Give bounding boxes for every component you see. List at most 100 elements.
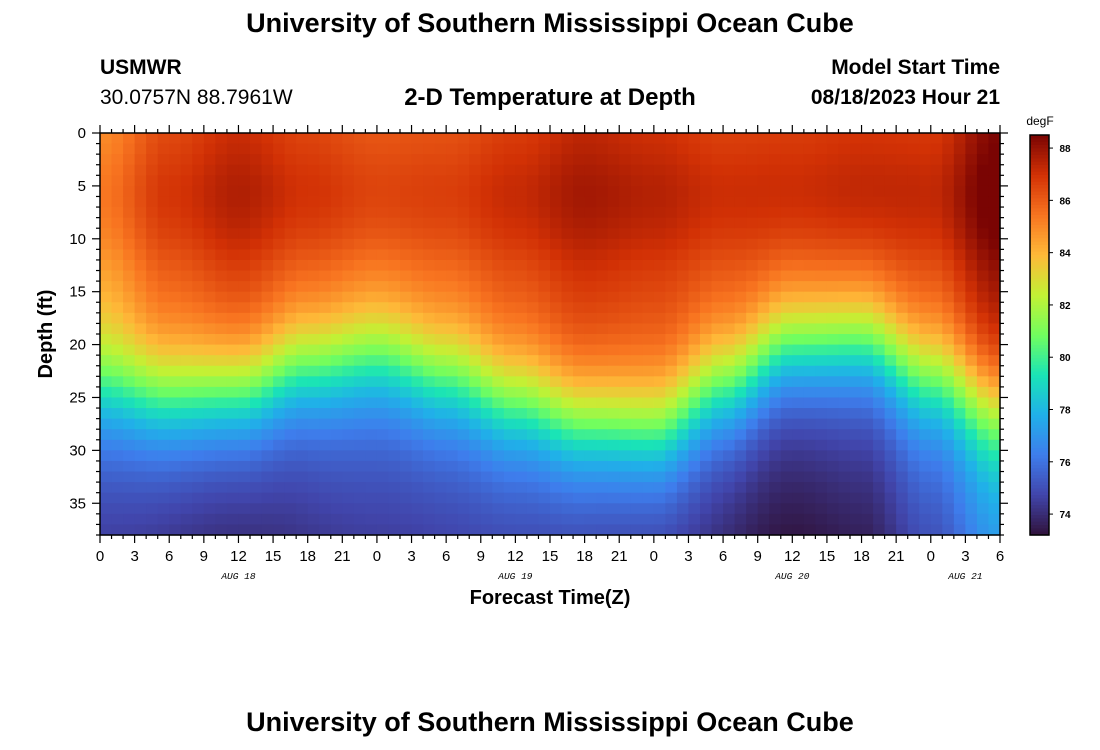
heatmap-cell xyxy=(215,429,228,441)
heatmap-cell xyxy=(376,312,390,325)
heatmap-cell xyxy=(711,249,724,261)
heatmap-cell xyxy=(769,344,782,356)
heatmap-cell xyxy=(400,471,413,483)
heatmap-cell xyxy=(838,513,851,526)
heatmap-cell xyxy=(192,291,205,303)
heatmap-cell xyxy=(919,323,932,335)
heatmap-cell xyxy=(515,386,528,399)
heatmap-cell xyxy=(342,492,355,504)
heatmap-cell xyxy=(538,397,551,409)
heatmap-cell xyxy=(284,503,297,515)
heatmap-cell xyxy=(700,376,713,388)
heatmap-cell xyxy=(100,143,113,155)
heatmap-cell xyxy=(884,143,897,155)
heatmap-cell xyxy=(803,228,816,240)
heatmap-cell xyxy=(734,482,747,494)
heatmap-cell xyxy=(353,376,366,388)
heatmap-cell xyxy=(953,196,966,208)
date-label: AUG 21 xyxy=(947,571,982,582)
heatmap-cell xyxy=(180,334,193,346)
heatmap-cell xyxy=(861,344,874,356)
heatmap-cell xyxy=(873,143,886,155)
heatmap-cell xyxy=(342,281,355,293)
heatmap-cell xyxy=(907,386,920,399)
heatmap-cell xyxy=(884,207,897,219)
heatmap-cell xyxy=(123,408,136,420)
heatmap-cell xyxy=(965,323,978,335)
heatmap-cell xyxy=(723,154,736,166)
heatmap-cell xyxy=(250,228,263,240)
heatmap-cell xyxy=(319,344,332,356)
heatmap-cell xyxy=(215,228,228,240)
heatmap-cell xyxy=(157,228,170,240)
heatmap-cell xyxy=(930,238,943,250)
heatmap-cell xyxy=(688,154,701,166)
heatmap-cell xyxy=(469,196,482,208)
heatmap-cell xyxy=(400,196,413,208)
heatmap-cell xyxy=(861,154,874,166)
heatmap-cell xyxy=(284,207,297,219)
heatmap-cell xyxy=(423,355,436,367)
heatmap-cell xyxy=(953,249,966,261)
heatmap-cell xyxy=(388,302,401,314)
heatmap-cell xyxy=(561,365,574,377)
heatmap-cell xyxy=(192,429,205,441)
heatmap-cell xyxy=(676,408,690,420)
heatmap-cell xyxy=(492,228,505,240)
colorbar-segment xyxy=(1030,281,1049,286)
heatmap-cell xyxy=(503,524,516,536)
heatmap-cell xyxy=(180,175,193,187)
heatmap-cell xyxy=(376,355,390,367)
heatmap-cell xyxy=(538,355,551,367)
heatmap-cell xyxy=(434,524,447,536)
heatmap-cell xyxy=(584,175,597,187)
heatmap-cell xyxy=(457,175,470,187)
heatmap-cell xyxy=(907,513,920,526)
heatmap-cell xyxy=(723,492,736,504)
heatmap-cell xyxy=(607,249,620,261)
x-tick-label: 6 xyxy=(165,548,173,565)
heatmap-cell xyxy=(803,408,816,420)
heatmap-cell xyxy=(676,524,690,536)
heatmap-cell xyxy=(480,429,493,441)
heatmap-cell xyxy=(123,175,136,187)
heatmap-cell xyxy=(123,513,136,526)
heatmap-cell xyxy=(596,376,609,388)
heatmap-cell xyxy=(457,492,470,504)
heatmap-cell xyxy=(919,259,932,272)
heatmap-cell xyxy=(111,164,124,176)
heatmap-cell xyxy=(480,492,493,504)
heatmap-cell xyxy=(353,482,366,494)
heatmap-cell xyxy=(757,492,770,504)
heatmap-cell xyxy=(850,439,863,451)
heatmap-cell xyxy=(573,503,586,515)
heatmap-cell xyxy=(226,355,240,367)
heatmap-cell xyxy=(826,228,840,240)
heatmap-cell xyxy=(965,228,978,240)
heatmap-cell xyxy=(238,450,251,462)
heatmap-cell xyxy=(238,471,251,483)
heatmap-cell xyxy=(411,133,424,145)
heatmap-cell xyxy=(561,482,574,494)
heatmap-cell xyxy=(919,228,932,240)
heatmap-cell xyxy=(526,291,540,303)
heatmap-cell xyxy=(688,259,701,272)
heatmap-cell xyxy=(423,196,436,208)
heatmap-cell xyxy=(296,418,309,430)
colorbar-segment xyxy=(1030,298,1049,303)
heatmap-cell xyxy=(688,355,701,367)
heatmap-cell xyxy=(342,228,355,240)
heatmap-cell xyxy=(226,238,240,250)
colorbar-segment xyxy=(1030,258,1049,263)
heatmap-cell xyxy=(596,249,609,261)
heatmap-cell xyxy=(838,460,851,473)
heatmap-cell xyxy=(169,323,182,335)
heatmap-cell xyxy=(273,175,286,187)
x-tick-label: 12 xyxy=(507,548,524,565)
heatmap-cell xyxy=(850,143,863,155)
heatmap-cell xyxy=(411,185,424,198)
heatmap-cell xyxy=(653,323,666,335)
heatmap-cell xyxy=(803,238,816,250)
colorbar-segment xyxy=(1030,318,1049,323)
heatmap-cell xyxy=(100,386,113,399)
